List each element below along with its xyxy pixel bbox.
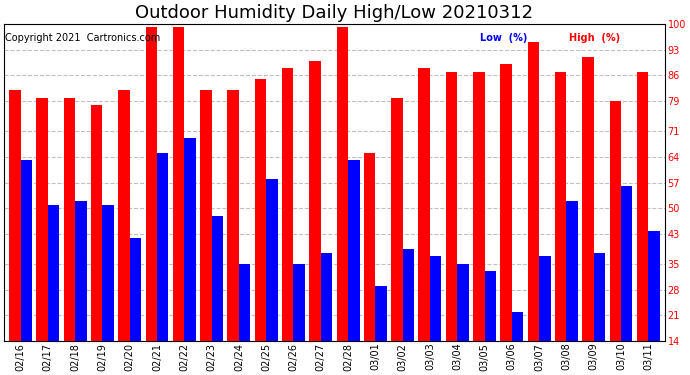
Bar <box>566 201 578 341</box>
Bar <box>75 201 86 341</box>
Bar <box>21 160 32 341</box>
Bar <box>457 264 469 341</box>
Bar <box>539 256 551 341</box>
Bar <box>446 72 457 341</box>
Bar <box>266 179 277 341</box>
Bar <box>348 160 359 341</box>
Bar <box>200 90 212 341</box>
Bar <box>391 98 403 341</box>
Bar <box>91 105 102 341</box>
Title: Outdoor Humidity Daily High/Low 20210312: Outdoor Humidity Daily High/Low 20210312 <box>135 4 533 22</box>
Text: Copyright 2021  Cartronics.com: Copyright 2021 Cartronics.com <box>5 33 160 43</box>
Bar <box>649 231 660 341</box>
Bar <box>309 61 321 341</box>
Bar <box>337 27 348 341</box>
Bar <box>228 90 239 341</box>
Bar <box>528 42 539 341</box>
Bar <box>364 153 375 341</box>
Bar <box>157 153 168 341</box>
Bar <box>555 72 566 341</box>
Bar <box>403 249 414 341</box>
Bar <box>239 264 250 341</box>
Bar <box>484 271 496 341</box>
Bar <box>63 98 75 341</box>
Bar <box>102 205 114 341</box>
Bar <box>282 68 293 341</box>
Bar <box>375 286 387 341</box>
Bar <box>473 72 484 341</box>
Bar <box>430 256 442 341</box>
Bar <box>118 90 130 341</box>
Bar <box>621 186 633 341</box>
Text: High  (%): High (%) <box>569 33 620 43</box>
Bar <box>321 253 333 341</box>
Bar <box>512 312 523 341</box>
Bar <box>293 264 305 341</box>
Text: Low  (%): Low (%) <box>480 33 527 43</box>
Bar <box>172 27 184 341</box>
Bar <box>582 57 593 341</box>
Bar <box>37 98 48 341</box>
Bar <box>609 101 621 341</box>
Bar <box>637 72 649 341</box>
Bar <box>419 68 430 341</box>
Bar <box>48 205 59 341</box>
Bar <box>593 253 605 341</box>
Bar <box>130 238 141 341</box>
Bar <box>212 216 223 341</box>
Bar <box>255 79 266 341</box>
Bar <box>9 90 21 341</box>
Bar <box>146 27 157 341</box>
Bar <box>184 138 196 341</box>
Bar <box>500 64 512 341</box>
